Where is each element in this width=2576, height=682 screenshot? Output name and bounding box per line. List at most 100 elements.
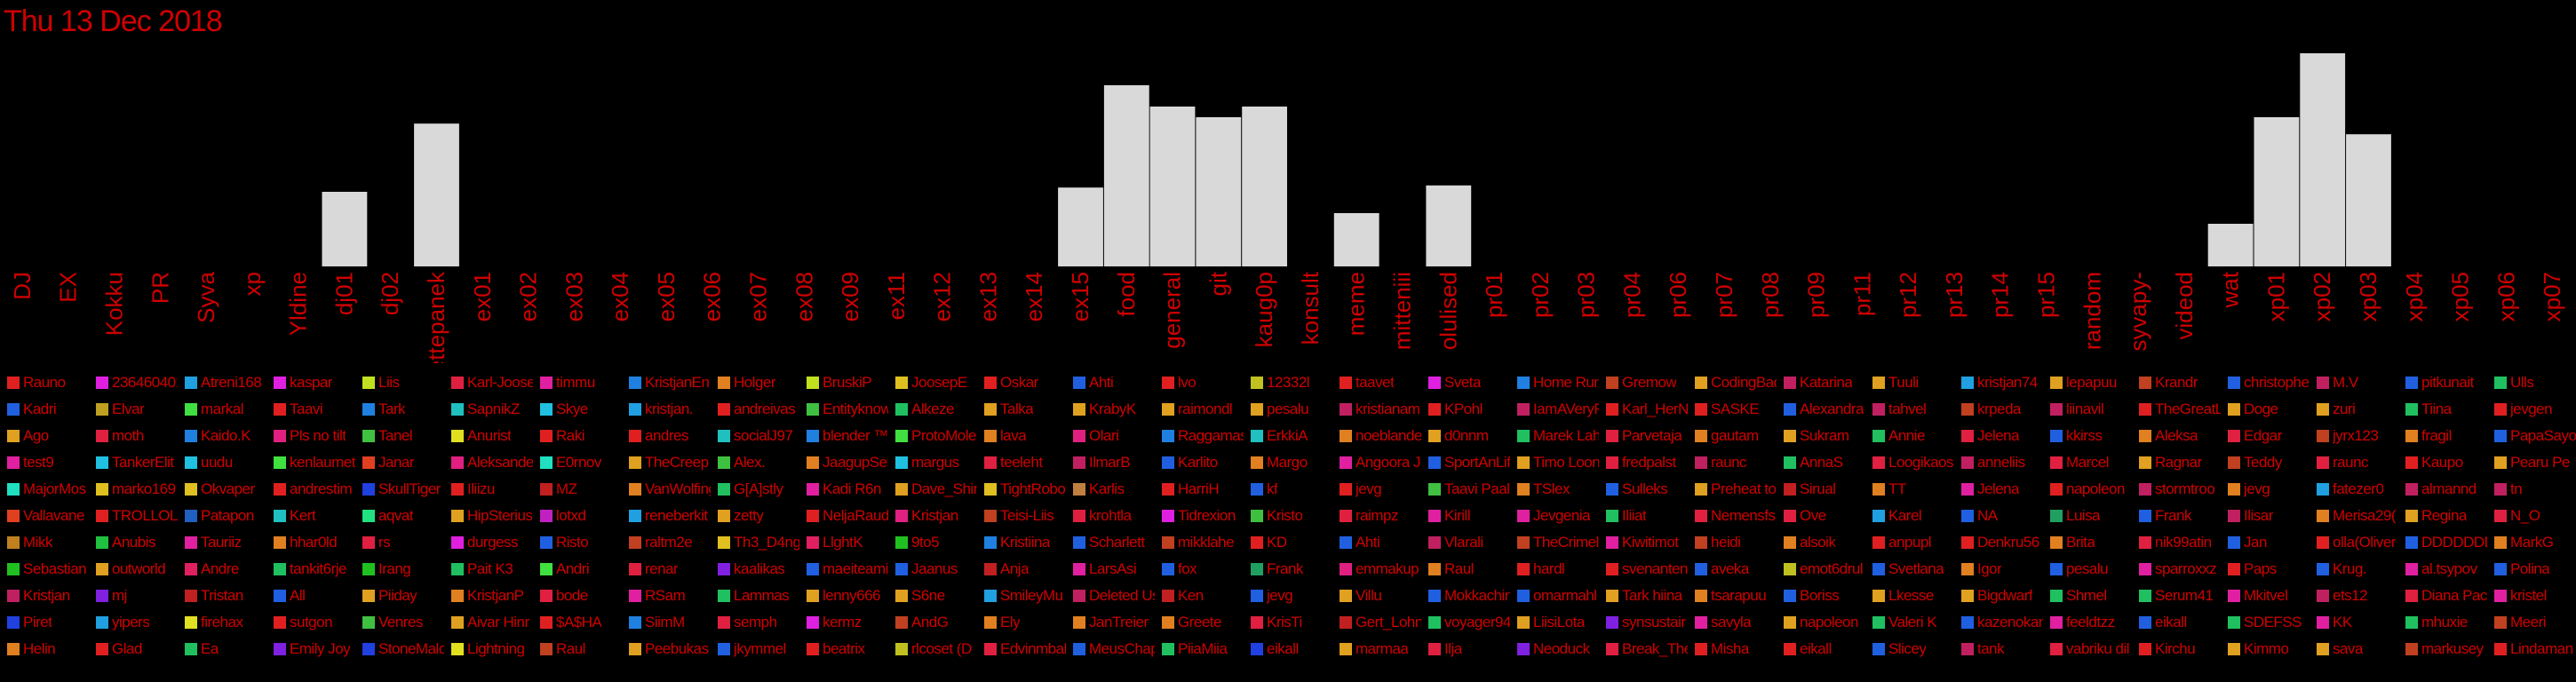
x-tick-label: Kokku xyxy=(101,272,128,336)
legend-swatch xyxy=(1784,590,1796,602)
legend-entry: PiiaMiia xyxy=(1162,637,1244,662)
legend-name: marko169 xyxy=(112,480,176,497)
legend-name: DDDDDDDI xyxy=(2421,534,2487,551)
legend-entry: Igor xyxy=(1961,557,2043,582)
legend-name: Paps xyxy=(2244,560,2277,577)
legend-swatch xyxy=(185,536,197,549)
legend-entry: raunc xyxy=(2317,450,2398,475)
legend-swatch xyxy=(1961,643,1974,655)
legend-entry: Oskar xyxy=(984,370,1066,395)
legend-name: Teddy xyxy=(2244,454,2282,471)
x-tick-label: food xyxy=(1113,272,1140,317)
legend-entry: maeiteami xyxy=(807,557,888,582)
legend-entry: tahvel xyxy=(1872,397,1954,422)
legend-swatch xyxy=(451,430,464,442)
legend-entry: zuri xyxy=(2317,397,2398,422)
legend-entry: Teisi-Liis xyxy=(984,504,1066,528)
legend-name: SmileyMu xyxy=(1000,587,1063,604)
legend-entry: jkymmel xyxy=(718,637,799,662)
legend-name: Slicey xyxy=(1888,640,1927,657)
legend-entry: HarriH xyxy=(1162,477,1244,502)
legend-swatch xyxy=(1428,616,1441,629)
legend-name: Tark hiina xyxy=(1622,587,1682,604)
legend-swatch xyxy=(2405,456,2418,469)
legend-entry: Mokkachin xyxy=(1428,583,1510,608)
legend-entry: Sebastian xyxy=(7,557,89,582)
legend-swatch xyxy=(1251,403,1263,416)
legend-name: Mikk xyxy=(23,534,52,551)
legend-swatch xyxy=(629,456,641,469)
legend-swatch xyxy=(540,430,553,442)
legend-entry: krohtla xyxy=(1073,504,1155,528)
legend-swatch xyxy=(1606,403,1618,416)
legend-name: kenlaumet xyxy=(290,454,355,471)
legend-entry: Jaanus xyxy=(895,557,977,582)
legend-name: jkymmel xyxy=(734,640,786,657)
legend-name: Taavi Paal xyxy=(1444,480,1510,497)
legend-name: pitkunait xyxy=(2421,374,2474,391)
legend-swatch xyxy=(1251,430,1263,442)
legend-name: TROLLOLOL xyxy=(112,507,178,524)
legend-entry: Kirill xyxy=(1428,504,1510,528)
legend-name: krohtla xyxy=(1089,507,1132,524)
legend-name: TightRobot xyxy=(1000,480,1066,497)
legend-swatch xyxy=(718,377,730,389)
legend-entry: Doge xyxy=(2228,397,2310,422)
bars-group xyxy=(322,53,2391,266)
legend-swatch xyxy=(1340,563,1352,575)
legend-swatch xyxy=(2139,563,2151,575)
legend-swatch xyxy=(362,590,375,602)
legend-swatch xyxy=(7,536,20,549)
legend-entry: liinavil xyxy=(2050,397,2132,422)
legend-name: SDEFSS xyxy=(2244,614,2302,630)
legend-entry: pesalu xyxy=(1251,397,1332,422)
legend-name: jevgen xyxy=(2510,400,2553,417)
legend-swatch xyxy=(2050,510,2063,522)
legend-name: d0nnm xyxy=(1444,427,1489,444)
legend-swatch xyxy=(1162,403,1174,416)
legend-name: Tauriiz xyxy=(201,534,242,551)
legend-swatch xyxy=(1340,483,1352,496)
legend-name: VanWolfing xyxy=(645,480,711,497)
legend-name: Kimmo xyxy=(2244,640,2289,657)
legend-entry: almannd xyxy=(2405,477,2487,502)
legend-name: Pls no tilt xyxy=(290,427,346,444)
legend-entry: Rauno xyxy=(7,370,89,395)
legend-name: Emily Joy xyxy=(290,640,351,657)
legend-entry: Okvaper xyxy=(185,477,266,502)
legend-entry: N_O xyxy=(2494,504,2576,528)
legend-name: mikklahe xyxy=(1178,534,1235,551)
legend-swatch xyxy=(2317,643,2329,655)
legend-swatch xyxy=(2494,590,2507,602)
legend-entry: Katarina xyxy=(1784,370,1865,395)
legend-swatch xyxy=(807,643,819,655)
legend-name: $A$HA xyxy=(556,614,602,630)
legend-swatch xyxy=(274,616,286,629)
legend-swatch xyxy=(2228,616,2240,629)
x-tick-label: ex09 xyxy=(837,272,863,321)
legend-name: feeldtzz xyxy=(2066,614,2115,630)
legend-name: Svetlana xyxy=(1888,560,1944,577)
legend-swatch xyxy=(807,403,819,416)
legend-name: Teisi-Liis xyxy=(1000,507,1054,524)
legend-entry: Paps xyxy=(2228,557,2310,582)
legend-name: MajorMos xyxy=(23,480,86,497)
legend-entry: PapaSayo xyxy=(2494,424,2576,448)
legend-entry: Taavi Paal xyxy=(1428,477,1510,502)
legend-entry: SiimM xyxy=(629,610,711,635)
legend-swatch xyxy=(2405,536,2418,549)
legend-name: jevg xyxy=(2244,480,2270,497)
legend-entry: Loogikaos xyxy=(1872,450,1954,475)
legend-swatch xyxy=(1695,616,1707,629)
legend-entry: Boriss xyxy=(1784,583,1865,608)
legend-name: Frank xyxy=(2155,507,2191,524)
legend-swatch xyxy=(2494,616,2507,629)
legend-swatch xyxy=(718,456,730,469)
legend-name: JaagupSel xyxy=(823,454,888,471)
legend-entry: Krug. xyxy=(2317,557,2398,582)
legend-name: Gert_Lohn xyxy=(1356,614,1421,630)
legend-entry: Lammas xyxy=(718,583,799,608)
legend-name: Karlis xyxy=(1089,480,1125,497)
x-tick-label: pr13 xyxy=(1941,272,1968,318)
legend-entry: KD xyxy=(1251,530,1332,555)
